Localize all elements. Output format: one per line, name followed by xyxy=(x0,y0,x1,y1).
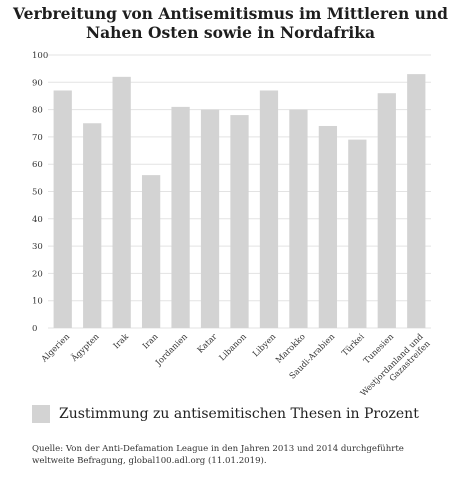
bar xyxy=(230,115,249,328)
x-tick-label-line: Ägypten xyxy=(68,330,102,364)
x-tick-label-line: Libanon xyxy=(217,331,249,363)
x-tick-label-line: Irak xyxy=(111,331,131,351)
y-tick-label: 30 xyxy=(32,242,43,252)
bar xyxy=(377,93,396,328)
bar xyxy=(407,74,426,328)
legend-swatch xyxy=(32,405,50,423)
y-tick-label: 80 xyxy=(32,106,43,116)
source-note: Quelle: Von der Anti-Defamation League i… xyxy=(32,444,404,466)
bar xyxy=(200,109,220,328)
x-tick-label: Irak xyxy=(111,331,131,351)
y-tick-label: 100 xyxy=(32,51,48,61)
y-tick-label: 0 xyxy=(32,324,37,334)
bar xyxy=(348,139,367,328)
legend-label: Zustimmung zu antisemitischen Thesen in … xyxy=(59,406,419,422)
bar xyxy=(83,123,102,328)
y-tick-label: 40 xyxy=(32,215,43,225)
y-tick-label: 20 xyxy=(32,269,43,279)
y-axis: 0 10 20 30 40 50 60 70 80 90 100 xyxy=(32,51,48,334)
x-tick-label: Türkei xyxy=(339,331,366,358)
y-tick-label: 70 xyxy=(32,133,43,143)
bar xyxy=(112,76,131,328)
y-tick-label: 50 xyxy=(32,188,43,198)
chart-title-line-1: Verbreitung von Antisemitismus im Mittle… xyxy=(13,4,448,23)
x-tick-label-line: Iran xyxy=(140,331,160,351)
x-tick-label-line: Jordanien xyxy=(152,331,189,368)
x-tick-label: Ägypten xyxy=(68,330,102,364)
bar xyxy=(53,90,72,329)
x-tick-label: Katar xyxy=(195,331,219,355)
x-tick-label-line: Libyen xyxy=(250,331,278,359)
y-tick-label: 60 xyxy=(32,160,43,170)
chart-title-line-2: Nahen Osten sowie in Nordafrika xyxy=(85,23,376,42)
legend: Zustimmung zu antisemitischen Thesen in … xyxy=(32,404,419,424)
bar xyxy=(318,125,338,328)
bar xyxy=(141,175,161,328)
x-tick-label-line: Algerien xyxy=(38,331,72,365)
x-tick-label: Libanon xyxy=(217,331,249,363)
y-tick-label: 90 xyxy=(32,78,43,88)
y-tick-label: 10 xyxy=(32,297,43,307)
chart-title: Verbreitung von Antisemitismus im Mittle… xyxy=(0,4,461,42)
x-tick-label-line: Türkei xyxy=(339,331,366,358)
bar xyxy=(259,90,279,329)
x-tick-label: Libyen xyxy=(250,331,278,359)
x-tick-label-line: Katar xyxy=(195,331,219,355)
x-tick-label: Jordanien xyxy=(152,331,189,368)
bar xyxy=(171,106,190,329)
x-tick-label: Algerien xyxy=(38,331,72,365)
bar xyxy=(289,109,308,328)
x-tick-label: Westjordanland undGazastreifen xyxy=(358,331,432,400)
bars xyxy=(53,74,426,329)
x-tick-label: Iran xyxy=(140,331,160,351)
gridlines xyxy=(48,54,431,329)
